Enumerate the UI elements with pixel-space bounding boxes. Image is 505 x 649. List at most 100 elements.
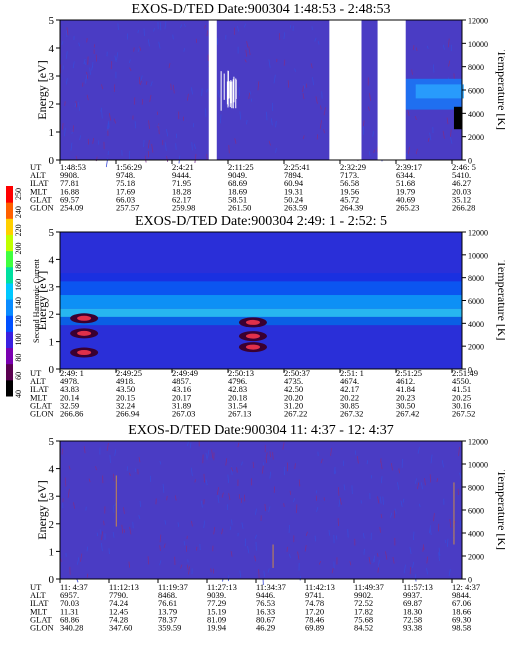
noise-streak [265,452,268,460]
noise-streak [316,507,319,513]
noise-streak [194,153,197,163]
ephemeris-value: 6957. [60,590,79,600]
y2-tick-label: 2000 [468,553,484,562]
ephemeris-value: 9748. [116,170,135,180]
ephemeris-value: 2:4:21 [172,162,194,172]
noise-streak [61,448,64,455]
ephemeris-value: 267.42 [396,409,419,419]
ephemeris-value: 18.66 [452,606,471,616]
ephemeris-value: 15.19 [207,606,226,616]
noise-streak [380,513,383,519]
ephemeris-value: 2:49:49 [172,368,198,378]
noise-streak [343,484,346,491]
noise-streak [421,482,423,490]
noise-streak [236,467,238,473]
noise-streak [311,26,313,31]
ephemeris-value: 69.30 [452,614,471,624]
noise-streak [368,151,371,157]
ephemeris-value: 1:56:29 [116,162,142,172]
spectral-band [60,295,462,309]
ephemeris-row-label: UT [30,582,42,592]
noise-streak [392,557,395,564]
noise-streak [373,149,376,154]
noise-streak [164,21,167,30]
noise-streak [101,531,103,541]
noise-streak [275,147,277,153]
noise-streak [138,456,141,463]
noise-streak [382,496,385,505]
noise-streak [390,463,393,471]
noise-streak [398,468,400,474]
noise-streak [312,77,315,86]
colorbar-tick-label: 180 [14,261,23,273]
noise-streak [139,46,142,51]
noise-streak [390,512,393,518]
noise-streak [444,539,447,544]
noise-streak [86,71,89,79]
noise-streak [166,155,169,162]
noise-streak [148,120,150,129]
ephemeris-value: 19.94 [207,623,227,633]
noise-streak [297,551,300,560]
ephemeris-value: 4550. [452,376,471,386]
ephemeris-value: 2:11:25 [228,162,254,172]
noise-streak [164,519,167,525]
spectrogram-background [60,441,462,579]
ephemeris-value: 2:50:37 [284,368,310,378]
noise-streak [254,534,258,539]
noise-streak [172,84,175,94]
panel-1-title: EXOS-D/TED Date:900304 1:48:53 - 2:48:53 [132,2,391,17]
y2-tick-label: 12000 [468,17,488,26]
ephemeris-value: 2:25:41 [284,162,310,172]
noise-streak [448,60,451,67]
ephemeris-row-label: ILAT [30,598,49,608]
noise-streak [92,137,95,144]
noise-streak [184,23,186,28]
ephemeris-value: 31.20 [284,400,303,410]
ephemeris-value: 66.03 [116,194,135,204]
ephemeris-value: 2:50:13 [228,368,254,378]
ephemeris-value: 257.57 [116,203,139,213]
noise-streak [170,83,172,90]
ephemeris-value: 74.24 [109,598,129,608]
ephemeris-value: 17.82 [354,606,373,616]
ephemeris-value: 264.39 [340,203,363,213]
ephemeris-value: 11:34:37 [256,582,286,592]
noise-streak [201,88,203,97]
ephemeris-value: 259.98 [172,203,195,213]
noise-streak [379,496,382,504]
ephemeris-value: 77.81 [60,178,79,188]
colorbar-tick-label: 80 [14,354,23,362]
noise-streak [438,547,441,556]
noise-streak [83,446,86,454]
noise-streak [411,69,413,75]
noise-streak [457,488,459,496]
noise-streak [108,113,112,121]
noise-streak [245,49,248,57]
noise-streak [283,59,286,66]
ephemeris-value: 18.69 [228,186,247,196]
dark-patch [453,106,462,130]
noise-streak [294,68,296,72]
noise-streak [412,531,415,541]
noise-streak [314,37,317,42]
noise-streak [145,81,148,85]
ephemeris-row-label: MLT [30,392,48,402]
ephemeris-value: 98.58 [452,623,471,633]
noise-streak [166,495,168,501]
colorbar-tick-label: 220 [14,224,23,236]
y2-axis-label: Temperature [K] [495,470,505,550]
noise-streak [129,472,131,477]
ephemeris-value: 30.85 [340,400,359,410]
y-tick-label: 0 [49,155,55,167]
noise-streak [267,568,270,573]
ephemeris-value: 30.50 [396,400,415,410]
ephemeris-row-label: GLON [30,623,54,633]
ephemeris-value: 4674. [340,376,359,386]
ephemeris-value: 93.38 [403,623,422,633]
colorbar-tick-label: 140 [14,297,23,309]
noise-streak [73,502,76,509]
noise-streak [283,32,286,40]
noise-streak [112,531,115,538]
noise-streak [207,449,210,459]
